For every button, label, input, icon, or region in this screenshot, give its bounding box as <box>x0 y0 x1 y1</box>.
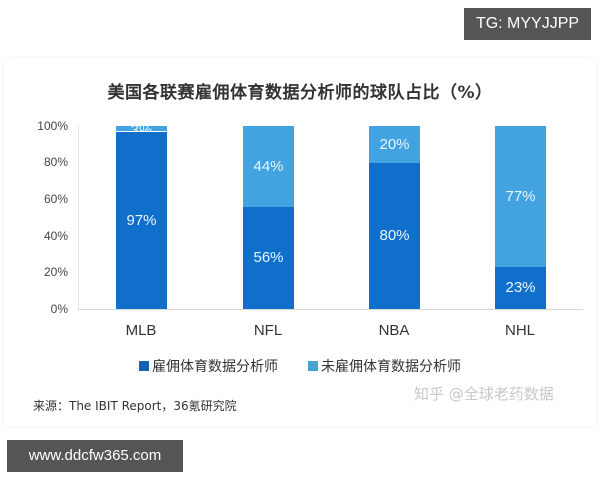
legend-item-hired: 雇佣体育数据分析师 <box>139 356 278 376</box>
url-badge: www.ddcfw365.com <box>7 440 183 472</box>
legend-swatch-unhired <box>308 361 318 371</box>
bar-nhl-hired: 23% <box>495 266 546 309</box>
legend-label-hired: 雇佣体育数据分析师 <box>152 359 278 375</box>
xlabel-nba: NBA <box>378 322 410 339</box>
bar-mlb: 3% 97% <box>116 122 167 309</box>
chart-legend: 雇佣体育数据分析师 未雇佣体育数据分析师 <box>0 356 600 376</box>
xlabel-nhl: NHL <box>504 322 535 339</box>
legend-swatch-hired <box>139 361 149 371</box>
x-axis-line <box>78 309 583 310</box>
bar-mlb-hired: 97% <box>116 131 167 309</box>
source-note: 来源：The IBIT Report，36氪研究院 <box>33 399 237 413</box>
zhihu-watermark: 知乎 @全球老药数据 <box>414 385 554 403</box>
y-axis-line <box>78 126 79 309</box>
bar-nba-hired: 80% <box>369 162 420 309</box>
bar-nba: 20% 80% <box>369 126 420 309</box>
bar-nhl: 77% 23% <box>495 126 546 309</box>
ytick-0: 0% <box>50 302 68 316</box>
bar-nba-unhired: 20% <box>369 126 420 163</box>
bar-nfl-hired: 56% <box>243 206 294 309</box>
tg-badge: TG: MYYJJPP <box>464 8 591 40</box>
ytick-80: 80% <box>43 155 68 169</box>
ytick-40: 40% <box>43 229 68 243</box>
ytick-20: 20% <box>43 265 68 279</box>
legend-item-unhired: 未雇佣体育数据分析师 <box>308 356 461 376</box>
bar-nfl: 44% 56% <box>243 126 294 309</box>
bar-nhl-unhired: 77% <box>495 126 546 267</box>
xlabel-mlb: MLB <box>125 322 157 339</box>
xlabel-nfl: NFL <box>253 322 283 339</box>
legend-label-unhired: 未雇佣体育数据分析师 <box>321 359 461 375</box>
chart-title: 美国各联赛雇佣体育数据分析师的球队占比（%） <box>107 83 493 103</box>
ytick-100: 100% <box>37 119 68 133</box>
ytick-60: 60% <box>43 192 68 206</box>
bar-nfl-unhired: 44% <box>243 126 294 207</box>
